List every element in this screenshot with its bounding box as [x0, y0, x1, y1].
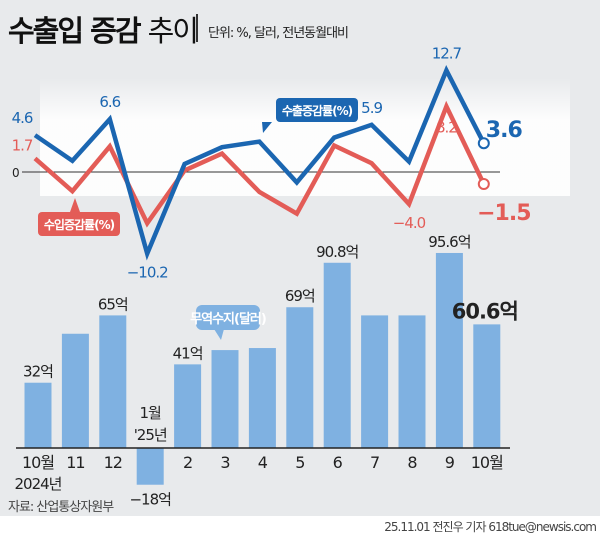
import-value-label: 8.2 [436, 118, 457, 136]
export-value-label: 5.9 [361, 99, 382, 117]
credit: 25.11.01 전진우 기자 618tue@newsis.com [384, 520, 597, 534]
bar [248, 348, 276, 448]
page-title: 수출입 증감 추이 [8, 8, 199, 50]
bar [61, 333, 89, 448]
bar-value-label: 41억 [173, 344, 203, 362]
bar-value-label: −18억 [129, 491, 170, 509]
export-value-label: −10.2 [127, 264, 168, 282]
category-label: 6 [333, 453, 343, 472]
bar [211, 350, 239, 448]
bar [435, 252, 463, 448]
last-point-marker [477, 137, 490, 150]
category-label: 10월 [471, 453, 503, 472]
title-divider [196, 14, 198, 42]
export-legend-pointer [262, 122, 272, 133]
bar-value-label: 65억 [98, 295, 128, 313]
category-label: 5 [295, 453, 304, 472]
export-legend-label: 수출증감률(%) [282, 103, 353, 118]
import-legend-bubble [38, 212, 120, 236]
title-bold: 수출입 증감 [8, 14, 141, 48]
bar [361, 315, 389, 448]
bar [99, 315, 127, 448]
bar [473, 324, 501, 448]
category-label: 1월 [140, 404, 162, 422]
export-value-label: 4.6 [12, 109, 33, 127]
category-label: 12 [104, 453, 122, 472]
zero-label: 0 [12, 166, 20, 180]
footer: 25.11.01 전진우 기자 618tue@newsis.com [0, 516, 600, 536]
category-label: 11 [66, 453, 84, 472]
bar [286, 307, 314, 448]
bar [136, 448, 164, 485]
export-value-label: 6.6 [99, 93, 120, 111]
export-value-label: 12.7 [432, 44, 462, 62]
import-value-label: −1.5 [477, 201, 530, 226]
category-label: 10월 [22, 453, 54, 472]
bar-legend-pointer [214, 329, 224, 340]
unit-note: 단위: %, 달러, 전년동월대비 [208, 26, 349, 41]
bar [174, 364, 202, 448]
category-label: 3 [220, 453, 229, 472]
bar-value-label: 60.6억 [452, 299, 518, 323]
bar-value-label: 69억 [285, 287, 315, 305]
export-legend-bubble [276, 98, 358, 122]
bar-legend-label: 무역수지(달러) [190, 311, 266, 327]
category-sublabel: 2024년 [15, 475, 62, 493]
export-line [33, 65, 486, 261]
bar-legend-bubble [196, 305, 260, 330]
import-legend-label: 수입증감률(%) [44, 217, 115, 232]
category-sublabel: '25년 [134, 426, 167, 444]
bar-value-label: 32억 [23, 363, 53, 381]
import-value-label: 1.7 [12, 136, 33, 154]
last-point-marker [477, 178, 490, 190]
category-label: 4 [258, 453, 268, 472]
category-label: 9 [445, 453, 455, 472]
bar-value-label: 90.8억 [316, 243, 358, 261]
title-light: 추이 [147, 14, 199, 48]
bar [323, 262, 351, 448]
source-note: 자료: 산업통상자원부 [8, 500, 114, 515]
export-value-label: 3.6 [486, 118, 523, 143]
category-label: 7 [370, 453, 379, 472]
import-line [33, 100, 486, 228]
bar [24, 382, 52, 448]
category-label: 2 [183, 453, 192, 472]
import-legend-pointer [70, 198, 80, 212]
import-value-label: −4.0 [393, 214, 426, 232]
bar [398, 315, 426, 448]
bar-value-label: 95.6억 [428, 233, 470, 251]
category-label: 8 [407, 453, 417, 472]
